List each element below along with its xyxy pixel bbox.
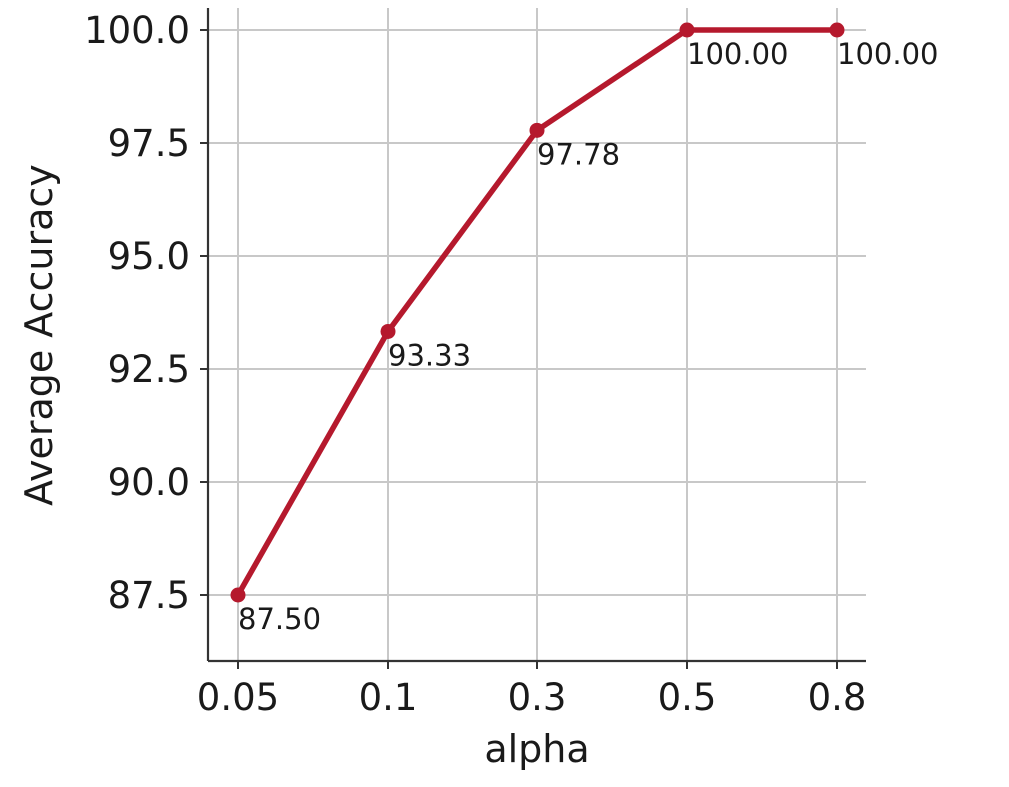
y-axis-title: Average Accuracy xyxy=(17,164,61,506)
x-tick-label: 0.05 xyxy=(197,676,279,719)
data-point xyxy=(679,22,695,38)
y-tick-label: 90.0 xyxy=(108,461,190,504)
y-tick-label: 92.5 xyxy=(108,348,190,391)
series xyxy=(230,22,845,603)
data-point xyxy=(380,323,396,339)
axes xyxy=(200,8,866,669)
grid xyxy=(208,8,866,661)
x-tick-label: 0.8 xyxy=(808,676,867,719)
y-tick-label: 100.0 xyxy=(84,9,190,52)
y-tick-label: 97.5 xyxy=(108,122,190,165)
data-label: 100.00 xyxy=(687,37,788,71)
y-tick-label: 87.5 xyxy=(108,574,190,617)
tick-labels: 0.05 0.1 0.3 0.5 0.8 87.5 90.0 92.5 95.0 97.5 100.… xyxy=(84,9,866,719)
y-tick-label: 95.0 xyxy=(108,235,190,278)
data-label: 100.00 xyxy=(837,37,938,71)
data-point xyxy=(829,22,845,38)
x-tick-label: 0.1 xyxy=(359,676,418,719)
x-axis-title: alpha xyxy=(484,727,589,771)
data-label: 93.33 xyxy=(388,338,471,372)
x-tick-label: 0.5 xyxy=(658,676,717,719)
data-point xyxy=(230,587,246,603)
x-tick-label: 0.3 xyxy=(508,676,567,719)
data-labels: 87.50 93.33 97.78 100.00 100.00 xyxy=(238,37,938,636)
data-point xyxy=(529,122,545,138)
data-label: 97.78 xyxy=(537,137,620,171)
data-label: 87.50 xyxy=(238,602,321,636)
